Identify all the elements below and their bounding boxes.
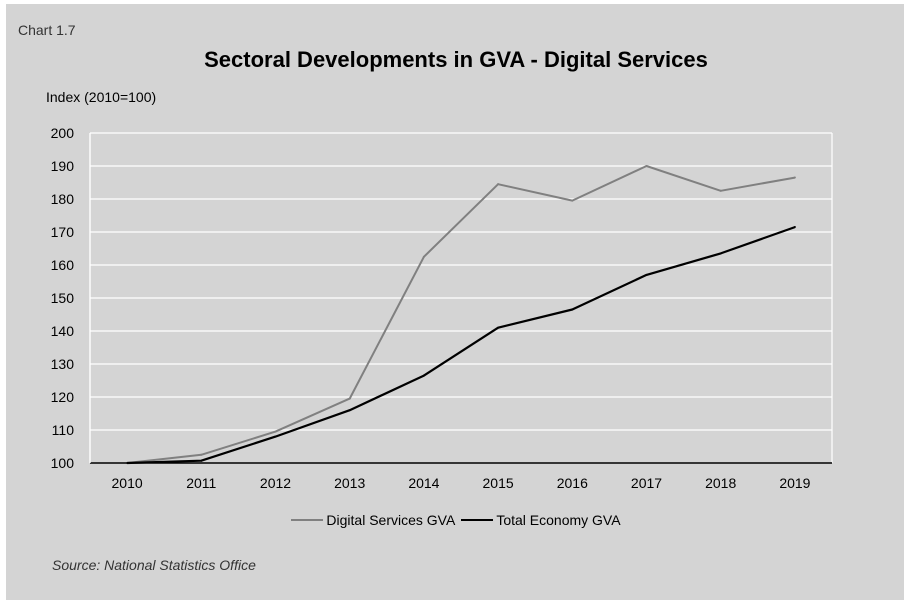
y-tick-label: 130 [51, 356, 75, 372]
data-point [793, 176, 796, 179]
data-point [645, 273, 648, 276]
series-line-digital-services [126, 165, 796, 464]
y-tick-label: 190 [51, 158, 75, 174]
legend-swatch-digital-services [291, 519, 324, 521]
y-tick-label: 140 [51, 323, 75, 339]
legend-item-digital-services: Digital Services GVA [291, 512, 455, 528]
y-tick-label: 170 [51, 224, 75, 240]
data-point [719, 189, 722, 192]
chart-panel [6, 4, 904, 600]
x-axis-ticks: 2010 2011 2012 2013 2014 2015 2016 2017 2018 2019 [112, 475, 811, 491]
chart-number-label: Chart 1.7 [18, 22, 76, 38]
data-point [348, 397, 351, 400]
x-tick-label: 2013 [334, 475, 365, 491]
x-tick-label: 2010 [112, 475, 143, 491]
x-tick-label: 2016 [557, 475, 588, 491]
data-point [719, 252, 722, 255]
legend: Digital Services GVA Total Economy GVA [0, 512, 912, 528]
data-point [348, 409, 351, 412]
data-point [274, 435, 277, 438]
x-tick-label: 2018 [705, 475, 736, 491]
y-tick-label: 180 [51, 191, 75, 207]
data-point [274, 430, 277, 433]
legend-item-total-economy: Total Economy GVA [461, 512, 621, 528]
legend-label-digital-services: Digital Services GVA [326, 512, 456, 528]
source-note: Source: National Statistics Office [52, 557, 256, 573]
x-tick-label: 2017 [631, 475, 662, 491]
series-line-total-economy [127, 226, 796, 465]
x-tick-label: 2014 [408, 475, 439, 491]
y-tick-label: 160 [51, 257, 75, 273]
data-point [200, 453, 203, 456]
x-tick-label: 2015 [483, 475, 514, 491]
data-point [126, 462, 129, 464]
gridlines [89, 132, 833, 464]
chart-title: Sectoral Developments in GVA - Digital S… [204, 47, 708, 72]
series-lines [126, 165, 796, 465]
data-point [793, 226, 796, 229]
data-point [200, 459, 203, 462]
data-point [645, 165, 648, 167]
y-axis-label: Index (2010=100) [46, 89, 157, 105]
y-axis-ticks: 100 110 120 130 140 150 160 170 180 190 200 [51, 125, 75, 471]
x-tick-label: 2011 [186, 475, 216, 491]
data-point [422, 255, 425, 258]
data-point [422, 374, 425, 377]
data-point [571, 308, 574, 311]
x-tick-label: 2012 [260, 475, 291, 491]
y-tick-label: 100 [51, 455, 75, 471]
y-tick-label: 120 [51, 389, 75, 405]
data-point [497, 326, 500, 329]
data-point [497, 183, 500, 186]
data-point [571, 199, 574, 202]
y-tick-label: 110 [52, 422, 75, 438]
y-tick-label: 150 [51, 290, 75, 306]
y-tick-label: 200 [51, 125, 75, 141]
legend-label-total-economy: Total Economy GVA [496, 512, 621, 528]
legend-swatch-total-economy [461, 519, 494, 521]
x-tick-label: 2019 [779, 475, 810, 491]
